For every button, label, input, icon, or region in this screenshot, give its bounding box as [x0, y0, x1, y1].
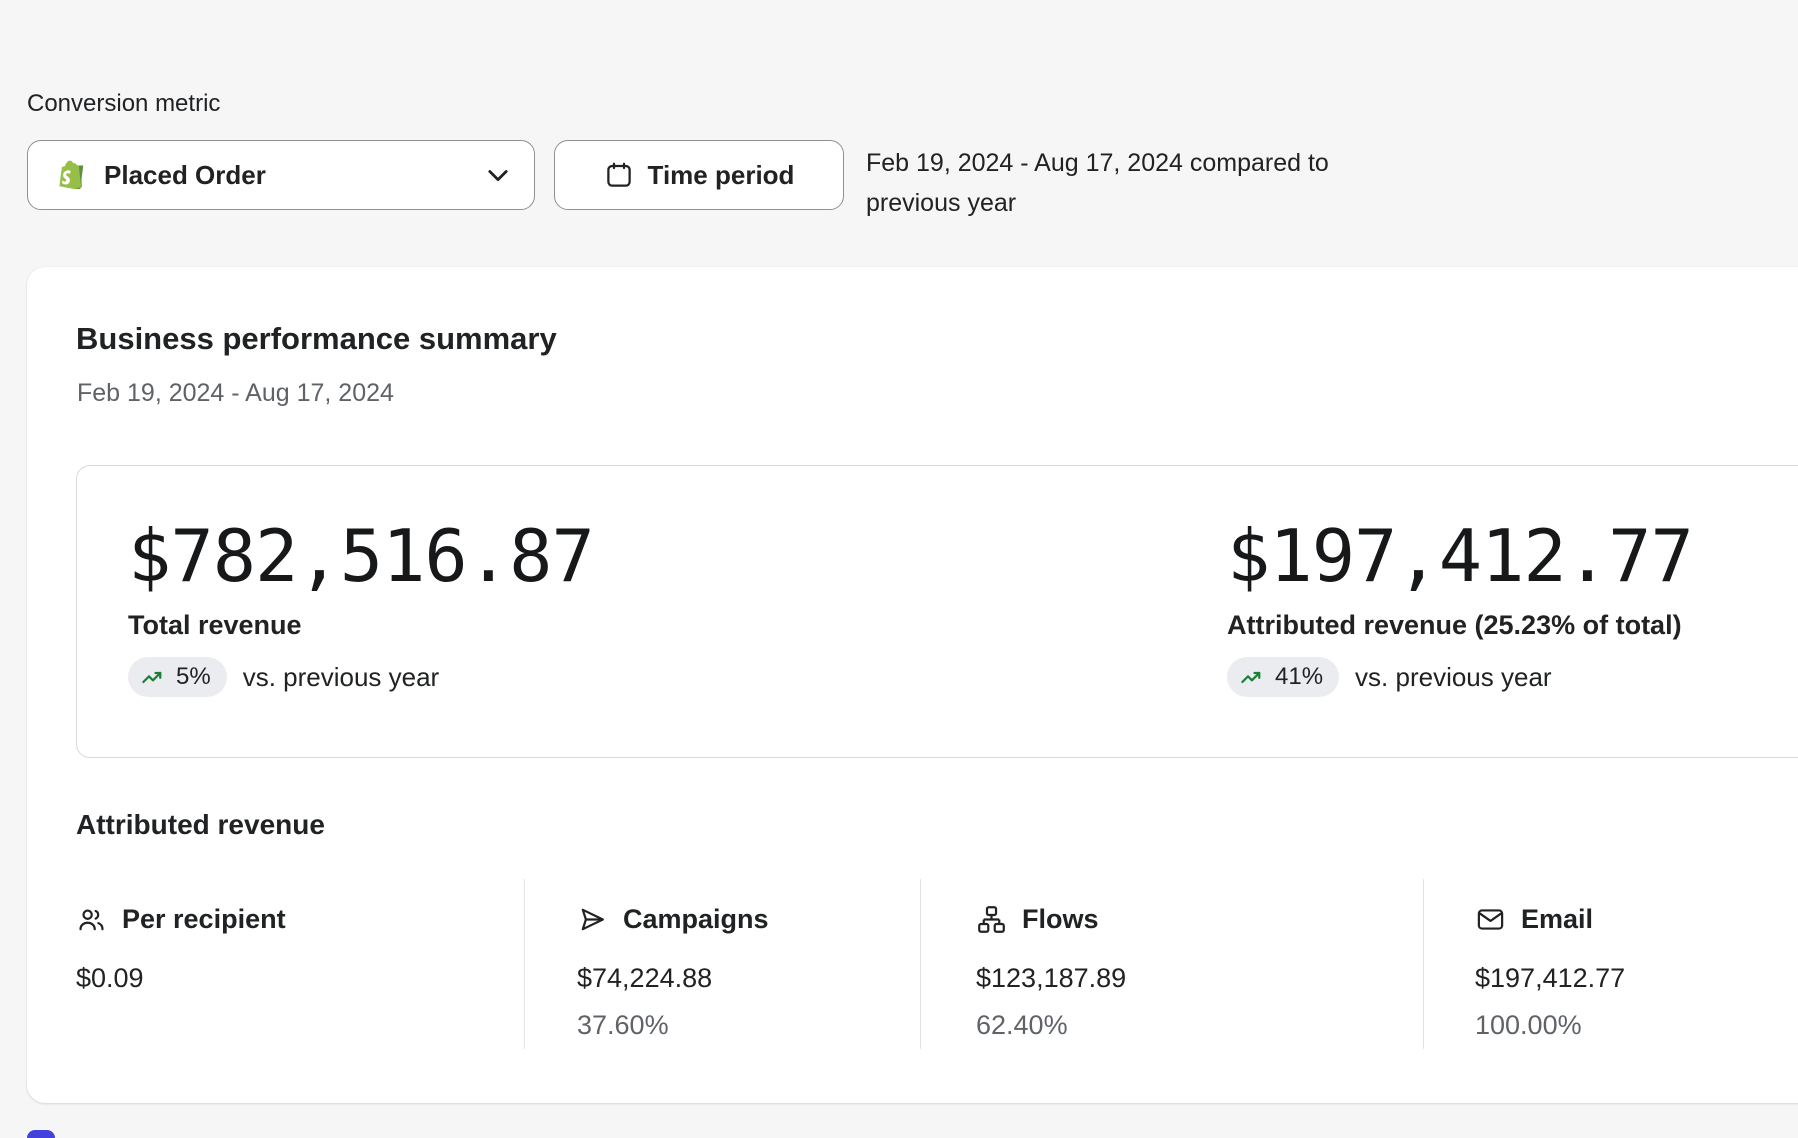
shopify-icon: [53, 158, 87, 192]
column-label: Flows: [1022, 903, 1099, 934]
send-icon: [577, 904, 608, 935]
attributed-revenue-value: $197,412.77: [1227, 514, 1694, 598]
flows-icon: [976, 904, 1007, 935]
card-subtitle: Feb 19, 2024 - Aug 17, 2024: [77, 379, 394, 407]
revenue-metrics-box: $782,516.87 Total revenue 5% vs. previou…: [76, 465, 1798, 758]
column-value: $0.09: [76, 963, 144, 993]
column-label: Campaigns: [623, 903, 769, 934]
conversion-metric-select[interactable]: Placed Order: [27, 140, 535, 210]
attributed-revenue-metric: $197,412.77 Attributed revenue (25.23% o…: [1227, 514, 1694, 697]
column-divider: [920, 879, 921, 1049]
attributed-revenue-change-badge: 41%: [1227, 657, 1340, 697]
calendar-icon: [604, 160, 634, 190]
column-percent: 100.00%: [1475, 1010, 1582, 1040]
attributed-column-flows: Flows $123,187.89 62.40%: [976, 899, 1126, 1041]
attributed-column-email: Email $197,412.77 100.00%: [1475, 899, 1625, 1041]
chevron-down-icon: [484, 161, 512, 189]
column-percent: 37.60%: [577, 1010, 669, 1040]
business-performance-card: Business performance summary Feb 19, 202…: [27, 267, 1798, 1103]
column-label: Per recipient: [122, 903, 286, 934]
conversion-metric-label: Conversion metric: [27, 90, 221, 117]
total-revenue-change-badge: 5%: [128, 657, 227, 697]
attributed-column-per-recipient: Per recipient $0.09: [76, 899, 286, 1010]
card-title: Business performance summary: [76, 321, 557, 356]
column-percent: 62.40%: [976, 1010, 1068, 1040]
attributed-column-campaigns: Campaigns $74,224.88 37.60%: [577, 899, 769, 1041]
column-value: $74,224.88: [577, 963, 713, 993]
total-revenue-value: $782,516.87: [128, 514, 595, 598]
trend-up-icon: [1239, 664, 1266, 691]
total-revenue-label: Total revenue: [128, 610, 302, 640]
comparison-note: vs. previous year: [242, 661, 440, 692]
change-percent: 5%: [176, 663, 211, 690]
total-revenue-metric: $782,516.87 Total revenue 5% vs. previou…: [128, 514, 595, 697]
change-percent: 41%: [1275, 663, 1324, 690]
conversion-metric-value: Placed Order: [104, 159, 266, 190]
column-divider: [524, 879, 525, 1049]
next-card-peek: [27, 1130, 55, 1138]
attributed-revenue-label: Attributed revenue (25.23% of total): [1227, 610, 1682, 640]
date-range-text: Feb 19, 2024 - Aug 17, 2024 compared to …: [866, 149, 1329, 217]
trend-up-icon: [140, 664, 167, 691]
column-value: $123,187.89: [976, 963, 1127, 993]
column-label: Email: [1521, 903, 1594, 934]
email-icon: [1475, 904, 1506, 935]
people-icon: [76, 904, 107, 935]
column-divider: [1423, 879, 1424, 1049]
comparison-note: vs. previous year: [1355, 661, 1552, 692]
time-period-label: Time period: [647, 159, 795, 190]
attributed-revenue-heading: Attributed revenue: [76, 809, 325, 840]
time-period-button[interactable]: Time period: [554, 140, 844, 210]
column-value: $197,412.77: [1475, 963, 1626, 993]
